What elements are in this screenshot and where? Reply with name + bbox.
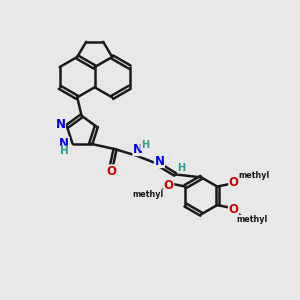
Text: H: H bbox=[60, 146, 69, 156]
Text: H: H bbox=[141, 140, 149, 150]
Text: N: N bbox=[56, 118, 65, 130]
Text: N: N bbox=[133, 142, 143, 156]
Text: N: N bbox=[59, 137, 69, 150]
Text: methyl: methyl bbox=[237, 215, 268, 224]
Text: O: O bbox=[106, 165, 116, 178]
Text: O: O bbox=[164, 179, 174, 192]
Text: O: O bbox=[229, 176, 239, 189]
Text: methyl: methyl bbox=[238, 171, 270, 180]
Text: O: O bbox=[229, 203, 238, 216]
Text: methyl: methyl bbox=[133, 190, 164, 199]
Text: H: H bbox=[178, 163, 186, 173]
Text: N: N bbox=[154, 154, 164, 167]
